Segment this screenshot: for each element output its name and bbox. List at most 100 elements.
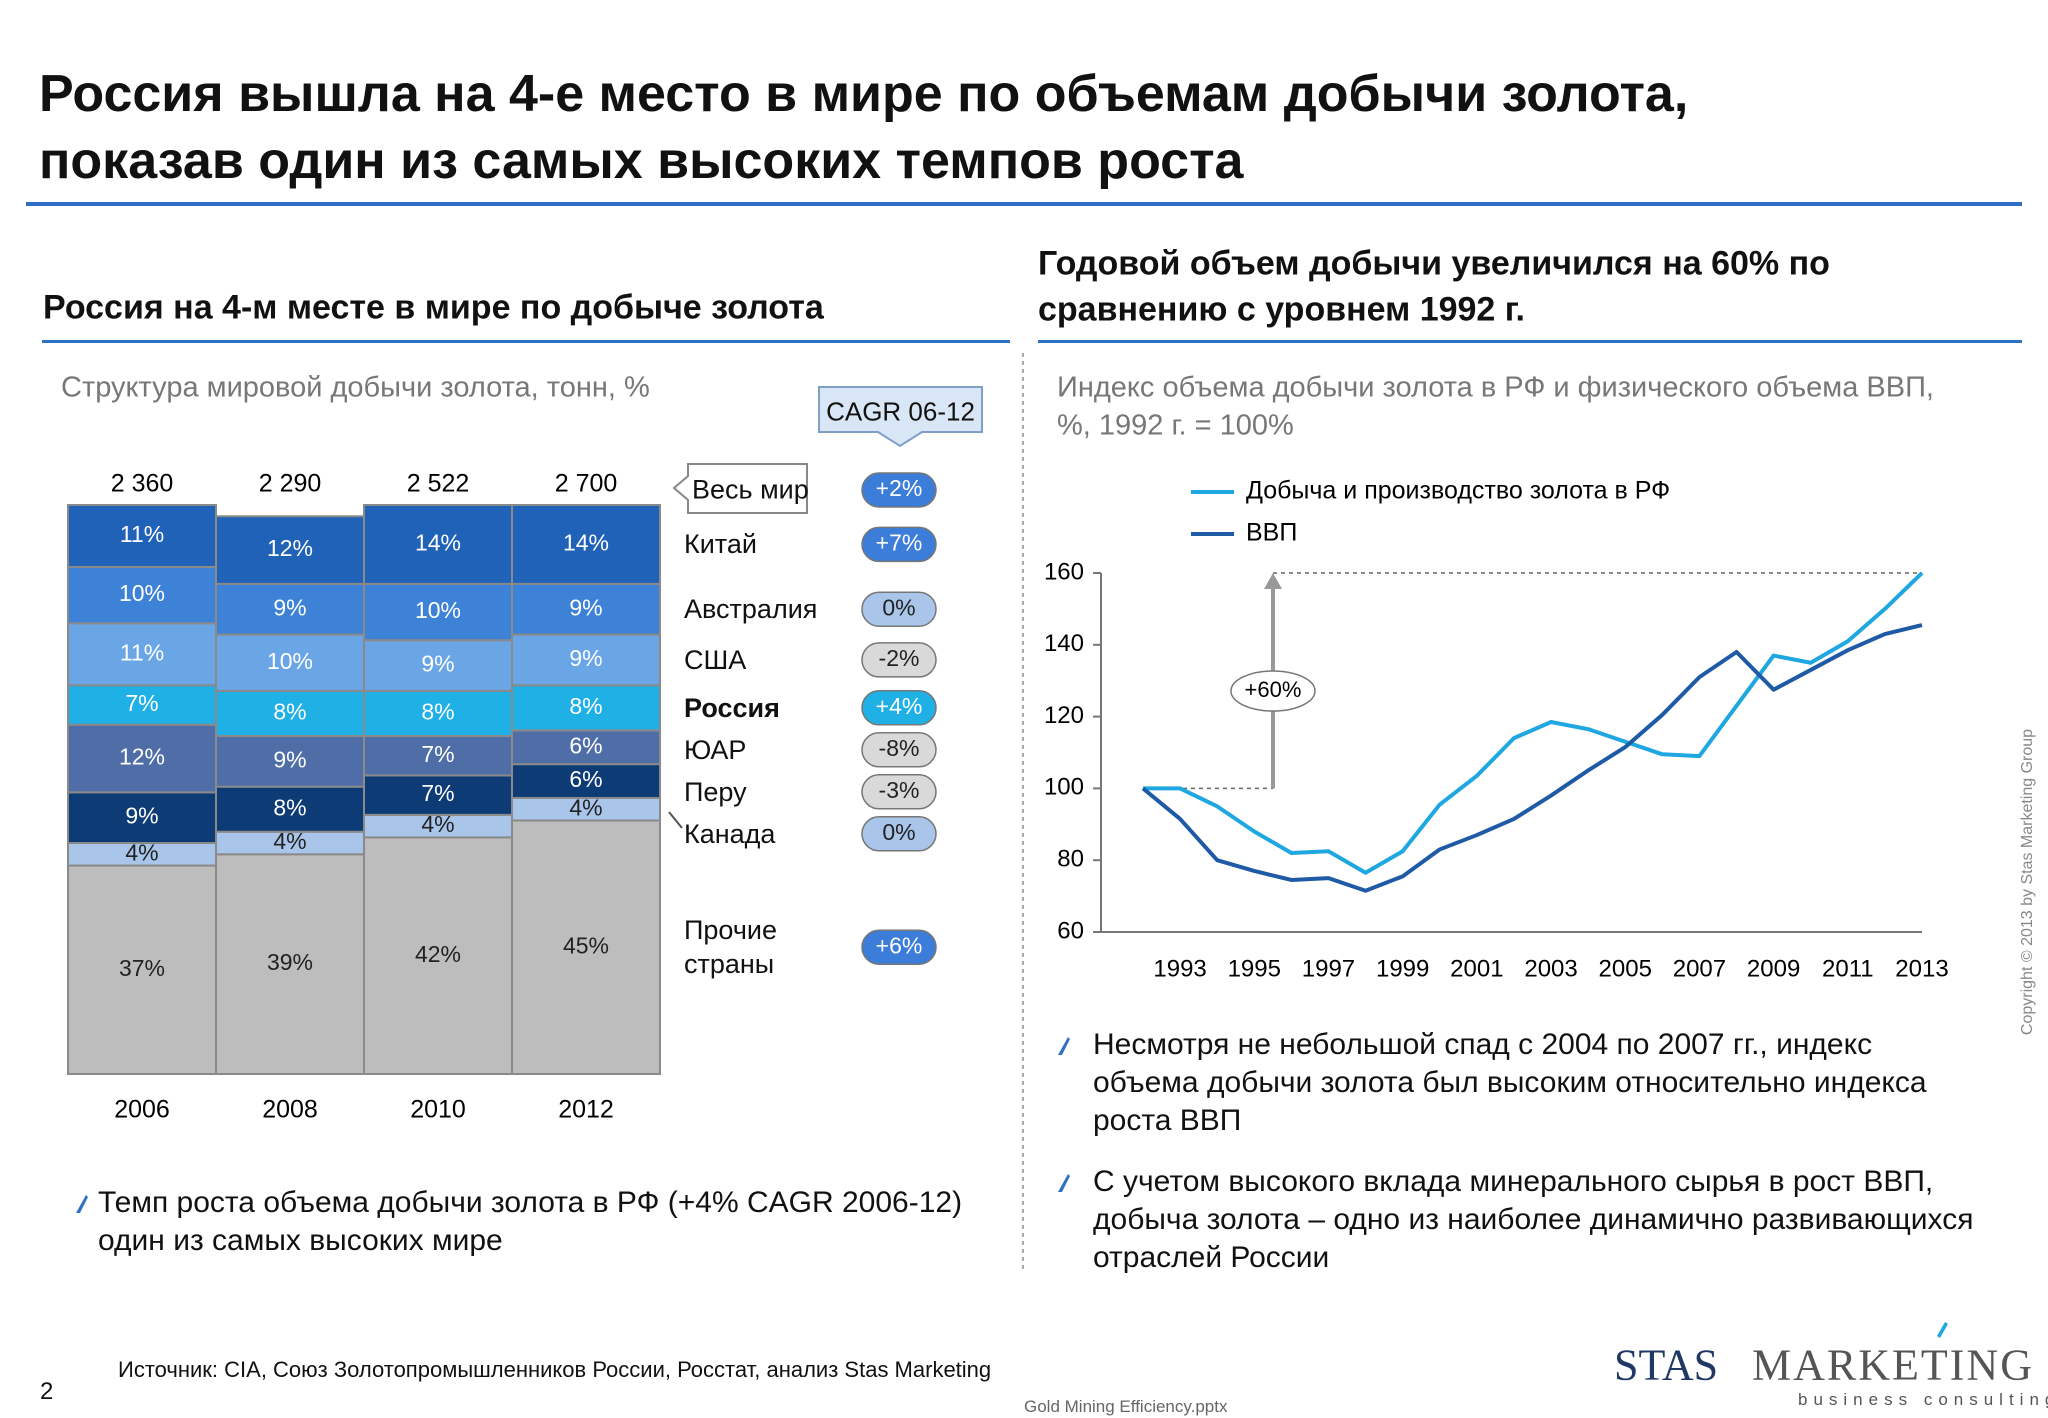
page-number: 2: [40, 1378, 54, 1405]
x-tick-label: 2006: [114, 1096, 170, 1124]
check-icon: [1058, 1174, 1070, 1192]
bar-segment: [511, 582, 661, 636]
bar-segment: [511, 633, 661, 687]
x-tick-label: 1993: [1153, 955, 1206, 982]
cagr-value: +2%: [876, 475, 923, 501]
check-icon: [76, 1195, 88, 1213]
value-label: 8%: [273, 794, 306, 820]
bar-segment: [67, 684, 217, 726]
cagr-value: +4%: [876, 693, 923, 719]
cagr-title: CAGR 06-12: [826, 396, 975, 427]
logo: STAS: [1614, 1340, 1719, 1390]
bar-segment: [511, 763, 661, 799]
x-tick-label: 2011: [1822, 955, 1874, 982]
legend-label: Весь мир: [692, 474, 809, 505]
value-label: 7%: [421, 780, 454, 806]
section-heading: сравнению с уровнем 1992 г.: [1038, 290, 1525, 329]
cagr-box: [818, 386, 983, 448]
chart-subtitle: Структура мировой добычи золота, тонн, %: [61, 371, 650, 404]
y-tick-label: 100: [1044, 774, 1084, 801]
total-label: 2 290: [259, 470, 322, 498]
x-tick-label: 2010: [410, 1096, 466, 1124]
cagr-value: 0%: [882, 819, 915, 845]
chart-subtitle: %, 1992 г. = 100%: [1057, 409, 1294, 442]
line-series: [1143, 571, 1924, 875]
copyright: Copyright © 2013 by Stas Marketing Group: [2019, 728, 2036, 1036]
total-label: 2 700: [555, 470, 618, 498]
bar-segment: [511, 729, 661, 766]
line-series: [1141, 623, 1923, 893]
value-label: 10%: [415, 597, 461, 623]
section-heading: Россия на 4-м месте в мире по добыче зол…: [43, 288, 824, 327]
x-tick-label: 2005: [1599, 955, 1652, 982]
value-label: 7%: [421, 741, 454, 767]
bullet: С учетом высокого вклада минерального сы…: [1093, 1165, 1934, 1198]
cagr-badge: [861, 472, 937, 508]
bar-segment: [67, 864, 217, 1075]
bullet: добыча золота – одно из наиболее динамич…: [1093, 1203, 1974, 1236]
right-rule: [1038, 340, 2022, 343]
value-label: 9%: [569, 645, 602, 671]
legend-label: Прочие страны: [684, 915, 778, 980]
bullet: роста ВВП: [1093, 1104, 1242, 1137]
legend-label: Перу: [684, 776, 747, 807]
bar-segment: [511, 819, 661, 1076]
cagr-badge: [861, 929, 937, 965]
cagr-value: +7%: [876, 530, 923, 556]
legend-label: Добыча и производство золота в РФ: [1246, 477, 1670, 505]
section-heading: Годовой объем добычи увеличился на 60% п…: [1038, 244, 1830, 283]
bar-segment: [511, 684, 661, 732]
cagr-badge: [861, 690, 937, 726]
cagr-value: 0%: [882, 594, 915, 620]
left-rule: [42, 340, 1010, 343]
bar-segment: [511, 504, 661, 585]
legend-label: Китай: [684, 529, 757, 560]
bar-segment: [215, 853, 365, 1075]
bar-segment: [215, 734, 365, 788]
bar-segment: [363, 774, 513, 816]
x-tick-label: 1995: [1228, 955, 1281, 982]
bar-segment: [215, 582, 365, 636]
bullet: один из самых высоких мире: [98, 1224, 503, 1257]
logo: MARKETING: [1752, 1340, 2034, 1390]
y-tick-label: 140: [1044, 630, 1084, 657]
x-tick-label: 2003: [1524, 955, 1577, 982]
cagr-badge: [861, 642, 937, 678]
value-label: 11%: [120, 521, 164, 547]
cagr-value: +6%: [876, 932, 923, 958]
arrow-head: [1264, 573, 1282, 589]
leader-line: [668, 811, 683, 829]
value-label: 10%: [267, 648, 313, 674]
x-tick-label: 2001: [1450, 955, 1503, 982]
cagr-badge: [861, 732, 937, 768]
bullet: Несмотря не небольшой спад с 2004 по 200…: [1093, 1028, 1873, 1061]
annotation-bubble: [1230, 670, 1316, 712]
y-tick-label: 60: [1057, 917, 1084, 944]
cagr-badge: [861, 591, 937, 627]
value-label: 8%: [421, 699, 454, 725]
cagr-badge: [861, 774, 937, 810]
value-label: 39%: [267, 949, 313, 975]
value-label: 8%: [273, 699, 306, 725]
value-label: 9%: [569, 594, 602, 620]
logo-mark: [1937, 1322, 1948, 1338]
y-tick-label: 80: [1057, 846, 1084, 873]
bar-segment: [363, 689, 513, 737]
x-tick-label: 1997: [1302, 955, 1355, 982]
bar-segment: [67, 622, 217, 687]
y-tick-label: 160: [1044, 558, 1084, 585]
cagr-value: -2%: [879, 645, 920, 671]
title: Россия вышла на 4-е место в мире по объе…: [39, 65, 1689, 123]
bar-segment: [215, 515, 365, 585]
check-icon: [1058, 1037, 1070, 1055]
y-tick-label: 120: [1044, 702, 1084, 729]
bullet: объема добычи золота был высоким относит…: [1093, 1066, 1927, 1099]
x-tick-label: 2009: [1747, 955, 1800, 982]
value-label: 37%: [119, 955, 165, 981]
file-name: Gold Mining Efficiency.pptx: [1024, 1397, 1228, 1416]
value-label: 9%: [273, 594, 306, 620]
chart-subtitle: Индекс объема добычи золота в РФ и физич…: [1057, 371, 1934, 404]
value-label: 42%: [415, 941, 461, 967]
value-label: 7%: [125, 690, 158, 716]
